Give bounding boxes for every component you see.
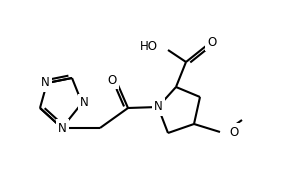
Text: N: N	[41, 76, 49, 90]
Text: O: O	[108, 74, 117, 86]
Text: O: O	[230, 126, 239, 139]
Text: N: N	[80, 96, 88, 110]
Text: HO: HO	[140, 39, 158, 52]
Text: N: N	[58, 122, 66, 134]
Text: N: N	[154, 100, 162, 114]
Text: O: O	[207, 35, 217, 48]
